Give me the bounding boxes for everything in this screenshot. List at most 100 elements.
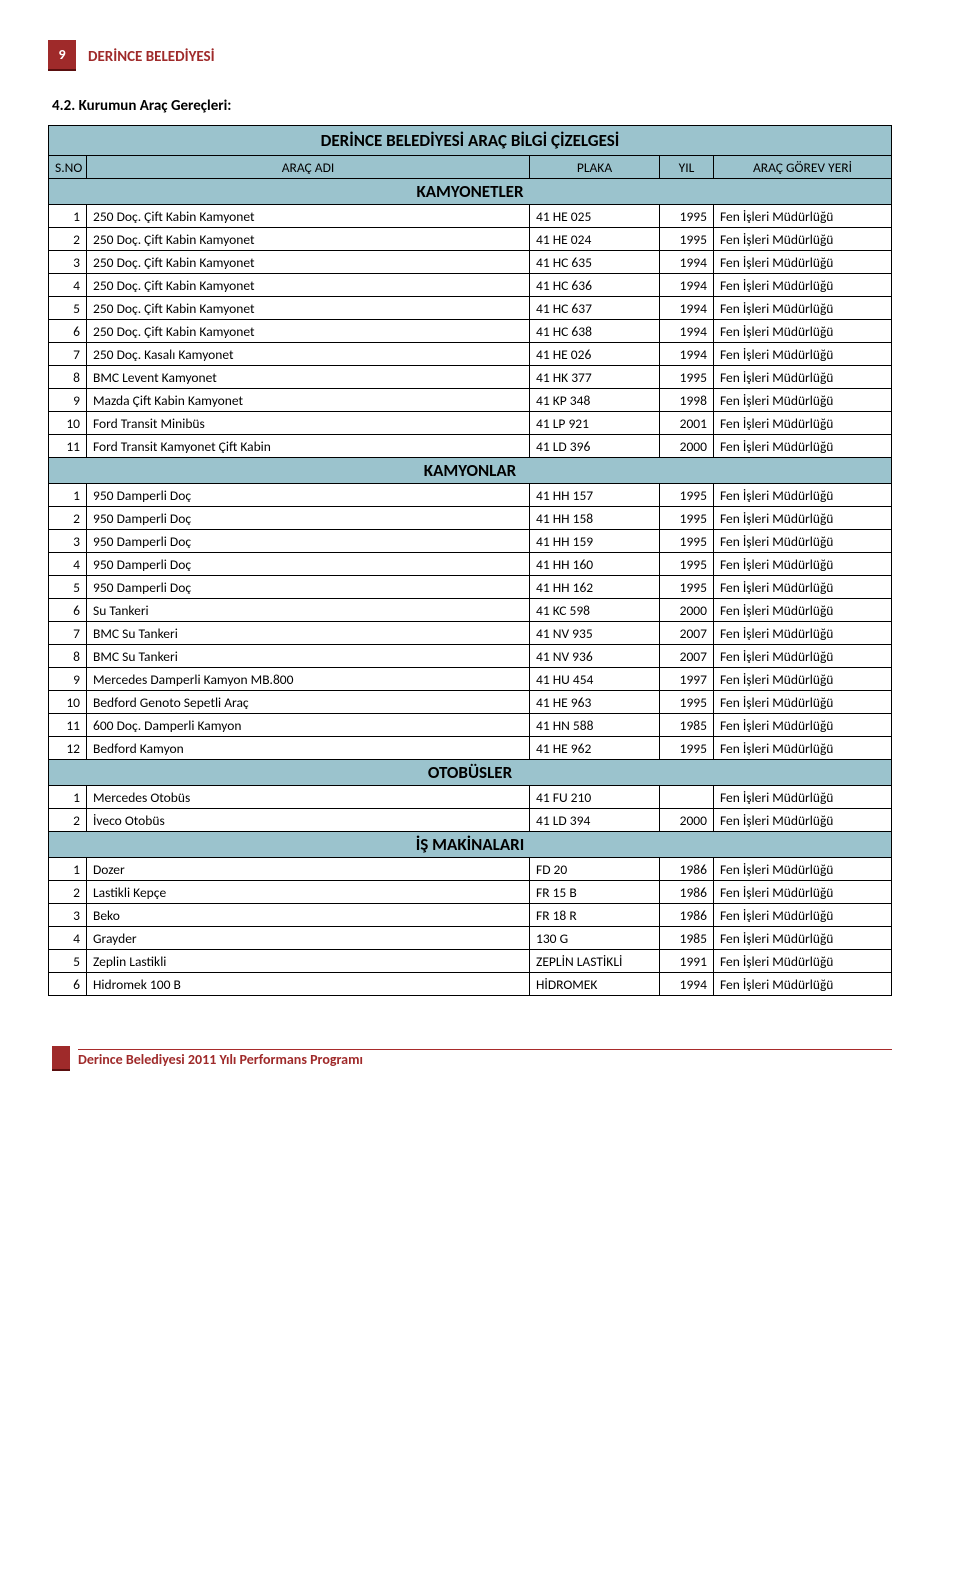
col-year: YIL [660, 156, 714, 179]
vehicle-plate: 41 NV 935 [530, 622, 660, 645]
row-number: 5 [49, 576, 87, 599]
vehicle-year: 1995 [660, 576, 714, 599]
table-row: 11Ford Transit Kamyonet Çift Kabin41 LD … [49, 435, 892, 458]
table-row: 9Mazda Çift Kabin Kamyonet41 KP 3481998F… [49, 389, 892, 412]
vehicle-name: Mercedes Otobüs [87, 786, 530, 809]
vehicle-name: BMC Su Tankeri [87, 645, 530, 668]
row-number: 4 [49, 274, 87, 297]
vehicle-year: 1995 [660, 530, 714, 553]
table-row: DERİNCE BELEDİYESİ ARAÇ BİLGİ ÇİZELGESİ [49, 126, 892, 156]
vehicle-year: 1994 [660, 320, 714, 343]
table-row: 6Hidromek 100 BHİDROMEK1994Fen İşleri Mü… [49, 973, 892, 996]
vehicle-year: 1986 [660, 904, 714, 927]
table-row: OTOBÜSLER [49, 760, 892, 786]
vehicle-duty: Fen İşleri Müdürlüğü [714, 530, 892, 553]
vehicle-duty: Fen İşleri Müdürlüğü [714, 412, 892, 435]
vehicle-name: Su Tankeri [87, 599, 530, 622]
group-label: KAMYONLAR [49, 458, 892, 484]
vehicle-plate: 41 HC 636 [530, 274, 660, 297]
vehicle-year: 1995 [660, 366, 714, 389]
vehicle-duty: Fen İşleri Müdürlüğü [714, 809, 892, 832]
vehicle-name: Mazda Çift Kabin Kamyonet [87, 389, 530, 412]
row-number: 8 [49, 366, 87, 389]
vehicle-name: 250 Doç. Çift Kabin Kamyonet [87, 297, 530, 320]
vehicle-year [660, 786, 714, 809]
table-row: 2950 Damperli Doç41 HH 1581995Fen İşleri… [49, 507, 892, 530]
row-number: 9 [49, 668, 87, 691]
vehicle-table: DERİNCE BELEDİYESİ ARAÇ BİLGİ ÇİZELGESİS… [48, 125, 892, 996]
table-row: 4Grayder130 G1985Fen İşleri Müdürlüğü [49, 927, 892, 950]
row-number: 5 [49, 950, 87, 973]
vehicle-name: 250 Doç. Çift Kabin Kamyonet [87, 251, 530, 274]
vehicle-plate: 41 HC 637 [530, 297, 660, 320]
vehicle-name: 950 Damperli Doç [87, 507, 530, 530]
vehicle-year: 1985 [660, 927, 714, 950]
vehicle-duty: Fen İşleri Müdürlüğü [714, 691, 892, 714]
vehicle-duty: Fen İşleri Müdürlüğü [714, 645, 892, 668]
vehicle-year: 2007 [660, 622, 714, 645]
vehicle-plate: 41 HE 963 [530, 691, 660, 714]
col-duty: ARAÇ GÖREV YERİ [714, 156, 892, 179]
row-number: 2 [49, 228, 87, 251]
vehicle-plate: 130 G [530, 927, 660, 950]
vehicle-plate: 41 HE 962 [530, 737, 660, 760]
vehicle-name: 250 Doç. Çift Kabin Kamyonet [87, 205, 530, 228]
vehicle-plate: ZEPLİN LASTİKLİ [530, 950, 660, 973]
vehicle-duty: Fen İşleri Müdürlüğü [714, 904, 892, 927]
vehicle-duty: Fen İşleri Müdürlüğü [714, 484, 892, 507]
table-row: KAMYONETLER [49, 179, 892, 205]
row-number: 2 [49, 507, 87, 530]
vehicle-duty: Fen İşleri Müdürlüğü [714, 576, 892, 599]
col-sn: S.NO [49, 156, 87, 179]
vehicle-plate: FR 15 B [530, 881, 660, 904]
row-number: 1 [49, 484, 87, 507]
vehicle-plate: 41 FU 210 [530, 786, 660, 809]
row-number: 8 [49, 645, 87, 668]
vehicle-year: 2000 [660, 599, 714, 622]
table-row: 10Ford Transit Minibüs41 LP 9212001Fen İ… [49, 412, 892, 435]
vehicle-year: 1994 [660, 973, 714, 996]
vehicle-plate: 41 HH 158 [530, 507, 660, 530]
row-number: 7 [49, 343, 87, 366]
row-number: 6 [49, 973, 87, 996]
vehicle-plate: 41 HN 588 [530, 714, 660, 737]
vehicle-year: 2001 [660, 412, 714, 435]
vehicle-plate: 41 HE 026 [530, 343, 660, 366]
vehicle-name: BMC Levent Kamyonet [87, 366, 530, 389]
table-row: 1950 Damperli Doç41 HH 1571995Fen İşleri… [49, 484, 892, 507]
table-row: 11600 Doç. Damperli Kamyon41 HN 5881985F… [49, 714, 892, 737]
table-row: 9Mercedes Damperli Kamyon MB.80041 HU 45… [49, 668, 892, 691]
vehicle-name: 950 Damperli Doç [87, 530, 530, 553]
vehicle-year: 1991 [660, 950, 714, 973]
vehicle-year: 1994 [660, 274, 714, 297]
vehicle-duty: Fen İşleri Müdürlüğü [714, 435, 892, 458]
table-row: 2250 Doç. Çift Kabin Kamyonet41 HE 02419… [49, 228, 892, 251]
vehicle-year: 2007 [660, 645, 714, 668]
table-row: 5Zeplin LastikliZEPLİN LASTİKLİ1991Fen İ… [49, 950, 892, 973]
table-row: 4250 Doç. Çift Kabin Kamyonet41 HC 63619… [49, 274, 892, 297]
vehicle-duty: Fen İşleri Müdürlüğü [714, 950, 892, 973]
row-number: 4 [49, 553, 87, 576]
vehicle-plate: 41 KP 348 [530, 389, 660, 412]
vehicle-year: 1986 [660, 858, 714, 881]
vehicle-year: 1994 [660, 251, 714, 274]
table-row: 3BekoFR 18 R1986Fen İşleri Müdürlüğü [49, 904, 892, 927]
table-row: 5250 Doç. Çift Kabin Kamyonet41 HC 63719… [49, 297, 892, 320]
table-row: İŞ MAKİNALARI [49, 832, 892, 858]
vehicle-year: 1985 [660, 714, 714, 737]
vehicle-name: Ford Transit Kamyonet Çift Kabin [87, 435, 530, 458]
vehicle-name: Bedford Genoto Sepetli Araç [87, 691, 530, 714]
vehicle-duty: Fen İşleri Müdürlüğü [714, 973, 892, 996]
vehicle-duty: Fen İşleri Müdürlüğü [714, 881, 892, 904]
page-number-badge: 9 [48, 40, 76, 71]
table-row: KAMYONLAR [49, 458, 892, 484]
page-header: 9 DERİNCE BELEDİYESİ [48, 40, 892, 71]
table-row: 8BMC Su Tankeri41 NV 9362007Fen İşleri M… [49, 645, 892, 668]
vehicle-year: 1995 [660, 507, 714, 530]
row-number: 10 [49, 412, 87, 435]
table-row: S.NOARAÇ ADIPLAKAYILARAÇ GÖREV YERİ [49, 156, 892, 179]
table-title: DERİNCE BELEDİYESİ ARAÇ BİLGİ ÇİZELGESİ [49, 126, 892, 156]
table-row: 8BMC Levent Kamyonet41 HK 3771995Fen İşl… [49, 366, 892, 389]
vehicle-plate: FR 18 R [530, 904, 660, 927]
row-number: 3 [49, 251, 87, 274]
